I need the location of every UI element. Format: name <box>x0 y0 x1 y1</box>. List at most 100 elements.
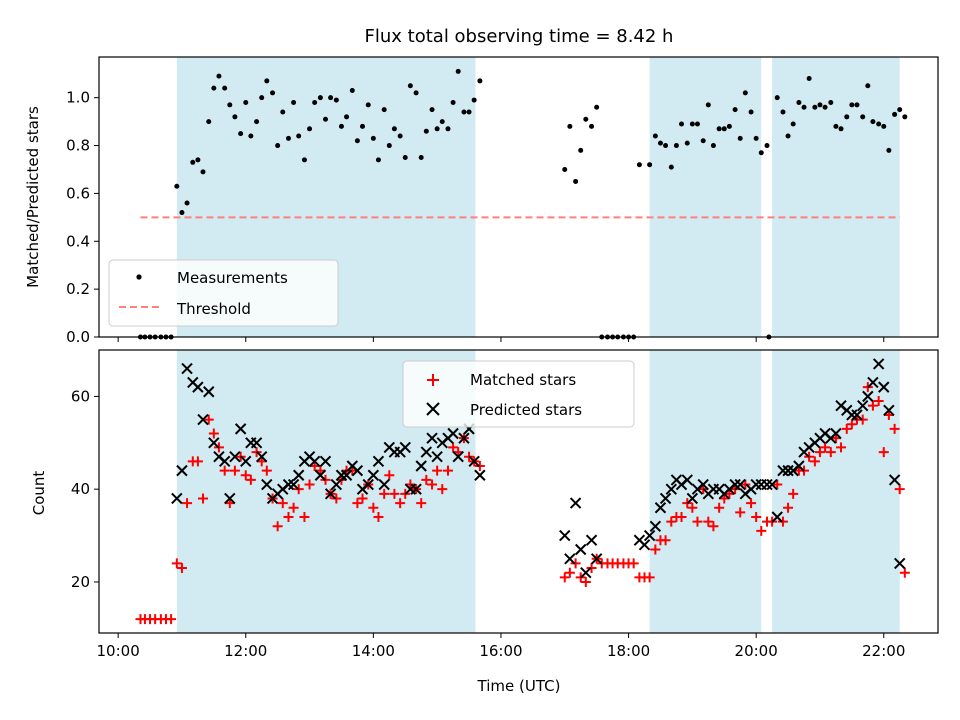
matched-star-point <box>660 535 671 546</box>
measurement-point <box>796 99 802 105</box>
measurement-point <box>275 143 281 149</box>
measurement-point <box>322 116 328 122</box>
predicted-star-point <box>224 492 236 505</box>
measurement-point <box>461 109 467 115</box>
matched-star-point <box>703 516 714 527</box>
measurement-point <box>694 121 700 127</box>
matched-star-point <box>820 442 831 453</box>
measurement-point <box>190 159 196 165</box>
predicted-star-point <box>468 455 480 468</box>
matched-star-point <box>208 428 219 439</box>
matched-star-point <box>229 465 240 476</box>
measurement-point <box>386 143 392 149</box>
measurement-point <box>195 157 201 163</box>
top-plot-frame <box>98 56 939 338</box>
measurement-point <box>477 78 483 84</box>
bottom-y-axis-label: Count <box>30 471 48 516</box>
matched-star-point <box>644 572 655 583</box>
predicted-star-point <box>574 543 587 556</box>
predicted-star-point <box>335 469 348 481</box>
measurement-point <box>663 143 669 149</box>
matched-star-point <box>432 465 443 476</box>
predicted-star-point <box>378 478 390 491</box>
measurement-point <box>785 133 791 139</box>
predicted-star-point <box>234 423 247 435</box>
matched-star-point <box>373 512 384 523</box>
top-y-tick-label: 1.0 <box>66 89 90 107</box>
matched-star-point <box>219 465 230 476</box>
measurement-point <box>647 162 653 168</box>
x-tick-label: 18:00 <box>607 642 650 660</box>
matched-star-point <box>559 572 570 583</box>
measurement-point <box>375 157 381 163</box>
predicted-star-point <box>410 483 422 495</box>
matched-star-point <box>176 563 187 574</box>
measurement-point <box>838 126 844 132</box>
predicted-star-point <box>761 478 773 491</box>
legend-measurements-marker <box>136 274 142 280</box>
measurement-point <box>716 126 722 132</box>
matched-star-point <box>474 460 485 471</box>
measurement-point <box>222 85 228 91</box>
predicted-star-point <box>282 478 295 491</box>
measurement-point <box>679 121 685 127</box>
predicted-star-point <box>431 450 443 463</box>
top-shaded-interval <box>772 57 900 337</box>
measurement-point <box>758 150 764 156</box>
predicted-star-point <box>287 478 300 491</box>
measurement-point <box>248 133 254 139</box>
measurement-point <box>636 162 642 168</box>
measurement-point <box>450 99 456 105</box>
matched-star-point <box>437 484 448 495</box>
matched-star-point <box>384 470 395 481</box>
measurement-point <box>466 109 472 115</box>
predicted-star-point <box>564 553 576 565</box>
legend-threshold-label: Threshold <box>176 300 251 318</box>
predicted-star-point <box>351 464 364 477</box>
predicted-star-point <box>474 469 486 481</box>
predicted-star-point <box>654 502 667 514</box>
measurement-point <box>338 123 344 129</box>
matched-star-point <box>570 558 581 569</box>
matched-star-point <box>846 419 857 430</box>
bottom-plot-frame <box>98 349 939 634</box>
matched-star-point <box>277 498 288 509</box>
measurement-point <box>200 169 206 175</box>
bottom-y-tick-label: 40 <box>71 480 90 498</box>
matched-star-point <box>676 512 687 523</box>
predicted-star-point <box>229 450 241 463</box>
measurement-point <box>254 119 260 125</box>
legend-matched-marker <box>427 374 439 386</box>
matched-star-point <box>171 558 182 569</box>
matched-star-point <box>878 447 889 458</box>
predicted-star-point <box>681 474 693 486</box>
matched-star-point <box>166 614 177 625</box>
bottom-legend: Matched stars Predicted stars <box>402 360 635 428</box>
predicted-star-point <box>181 362 193 375</box>
matched-star-point <box>299 512 310 523</box>
legend-measurements-label: Measurements <box>177 269 288 287</box>
measurement-point <box>881 123 887 129</box>
predicted-star-point <box>292 469 305 481</box>
measurement-point <box>439 119 445 125</box>
matched-star-point <box>867 400 878 411</box>
measurement-point <box>700 138 706 144</box>
predicted-star-point <box>883 404 895 417</box>
predicted-star-point <box>340 469 353 481</box>
predicted-star-point <box>415 460 427 472</box>
x-tick-label: 10:00 <box>97 642 140 660</box>
measurement-point <box>471 97 477 103</box>
matched-star-point <box>714 502 725 513</box>
x-axis-label: Time (UTC) <box>477 677 561 695</box>
matched-star-point <box>331 493 342 504</box>
measurement-point <box>407 83 413 89</box>
measurement-point <box>434 126 440 132</box>
chart-title: Flux total observing time = 8.42 h <box>365 26 674 47</box>
measurement-point <box>897 107 903 113</box>
measurement-point <box>312 99 318 105</box>
x-tick-label: 22:00 <box>862 642 905 660</box>
matched-star-point <box>650 544 661 555</box>
predicted-star-point <box>766 478 778 491</box>
matched-star-point <box>240 470 251 481</box>
matched-star-point <box>416 498 427 509</box>
